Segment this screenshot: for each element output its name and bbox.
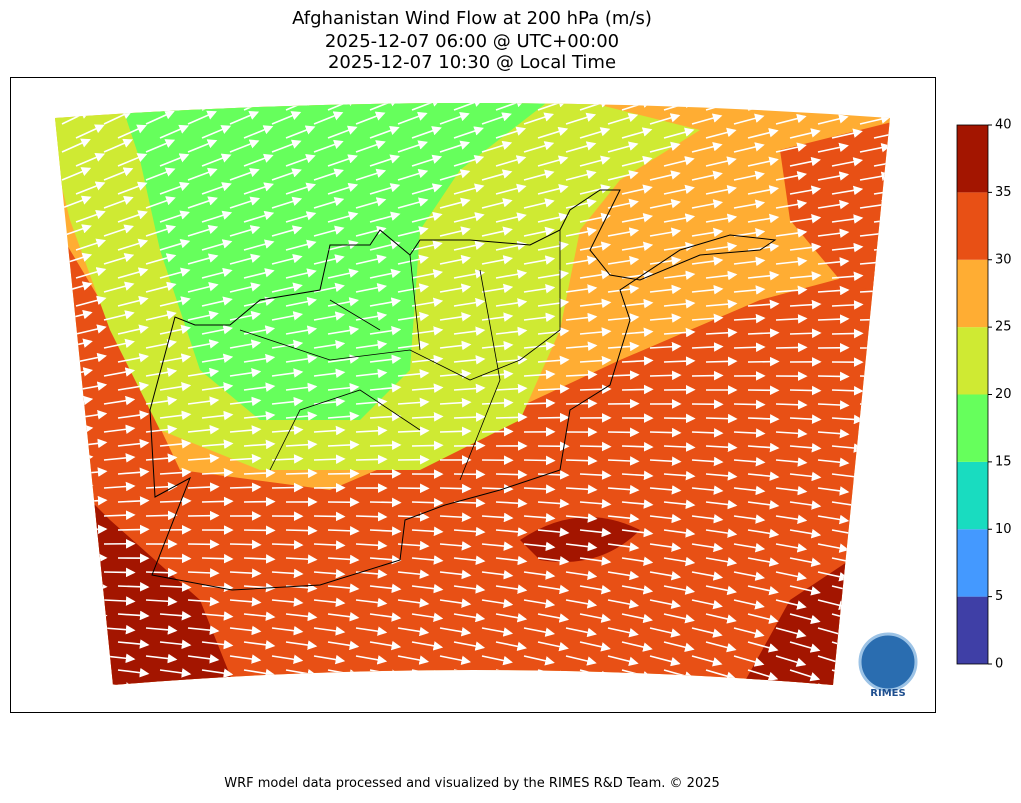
wind-arrow: [328, 530, 358, 531]
title-line: 2025-12-07 10:30 @ Local Time: [328, 52, 616, 73]
wind-arrow: [286, 530, 316, 531]
wind-arrow: [776, 347, 806, 348]
colorbar-segment: [957, 327, 988, 394]
wind-arrow: [650, 375, 680, 376]
wind-arrow: [580, 389, 610, 390]
wind-arrow: [580, 446, 610, 447]
colorbar-segment: [957, 597, 988, 664]
colorbar-segment: [957, 395, 988, 462]
wind-arrow: [370, 502, 400, 503]
colorbar-tick-label: 35: [995, 185, 1012, 200]
wind-arrow: [314, 516, 344, 517]
colorbar-segment: [957, 462, 988, 529]
colorbar-tick-label: 10: [995, 522, 1012, 537]
wind-arrow: [706, 418, 736, 419]
colorbar: 0 5 10 15 20 25 30 35 40: [957, 118, 1012, 672]
wind-arrow: [146, 572, 176, 573]
wind-arrow: [412, 502, 442, 503]
wind-arrow: [146, 515, 176, 516]
wind-arrow: [272, 487, 302, 488]
wind-arrow: [160, 558, 190, 559]
wind-arrow: [524, 403, 554, 404]
wind-arrow: [272, 544, 302, 545]
wind-arrow: [118, 586, 148, 587]
wind-arrow: [440, 431, 470, 432]
wind-arrow: [202, 501, 232, 502]
colorbar-tick-label: 0: [995, 657, 1003, 672]
title-line: Afghanistan Wind Flow at 200 hPa (m/s): [292, 8, 652, 29]
wind-arrow: [104, 572, 134, 573]
wind-arrow: [118, 529, 148, 530]
wind-arrow: [496, 417, 526, 418]
wind-arrow: [230, 544, 260, 545]
map: [40, 90, 910, 709]
wind-arrow: [650, 432, 680, 433]
colorbar-segment: [957, 529, 988, 596]
wind-arrow: [160, 501, 190, 502]
wind-arrow: [832, 390, 862, 391]
wind-arrow: [524, 460, 554, 461]
wind-arrow: [622, 446, 652, 447]
wind-arrow: [370, 445, 400, 446]
wind-arrow: [356, 516, 386, 517]
footer: WRF model data processed and visualized …: [224, 776, 720, 791]
wind-arrow: [286, 473, 316, 474]
wind-arrow: [440, 488, 470, 489]
title-line: 2025-12-07 06:00 @ UTC+00:00: [325, 31, 619, 52]
colorbar-segment: [957, 260, 988, 327]
wind-arrow: [734, 347, 764, 348]
wind-arrow: [412, 445, 442, 446]
colorbar-tick-label: 25: [995, 320, 1012, 335]
colorbar-tick-label: 15: [995, 454, 1012, 469]
wind-arrow: [790, 390, 820, 391]
wind-arrow: [356, 459, 386, 460]
wind-arrow: [734, 404, 764, 405]
wind-arrow: [230, 487, 260, 488]
wind-arrow: [776, 404, 806, 405]
wind-arrow: [692, 375, 722, 376]
wind-arrow: [832, 333, 862, 334]
colorbar-tick-label: 40: [995, 118, 1012, 133]
wind-arrow: [496, 474, 526, 475]
wind-arrow: [482, 431, 512, 432]
wind-arrow: [818, 376, 848, 377]
wind-arrow: [202, 558, 232, 559]
wind-arrow: [706, 361, 736, 362]
colorbar-tick-label: 30: [995, 252, 1012, 267]
wind-arrow: [622, 389, 652, 390]
wind-arrow: [790, 333, 820, 334]
colorbar-tick-label: 5: [995, 589, 1003, 604]
colorbar-segment: [957, 192, 988, 259]
wind-arrow: [314, 459, 344, 460]
wind-arrow: [664, 418, 694, 419]
wind-arrow: [328, 473, 358, 474]
logo-text: RIMES: [870, 688, 905, 699]
colorbar-segment: [957, 125, 988, 192]
wind-arrow: [538, 417, 568, 418]
wind-arrow: [566, 460, 596, 461]
colorbar-tick-label: 20: [995, 387, 1012, 402]
wind-arrow: [482, 488, 512, 489]
